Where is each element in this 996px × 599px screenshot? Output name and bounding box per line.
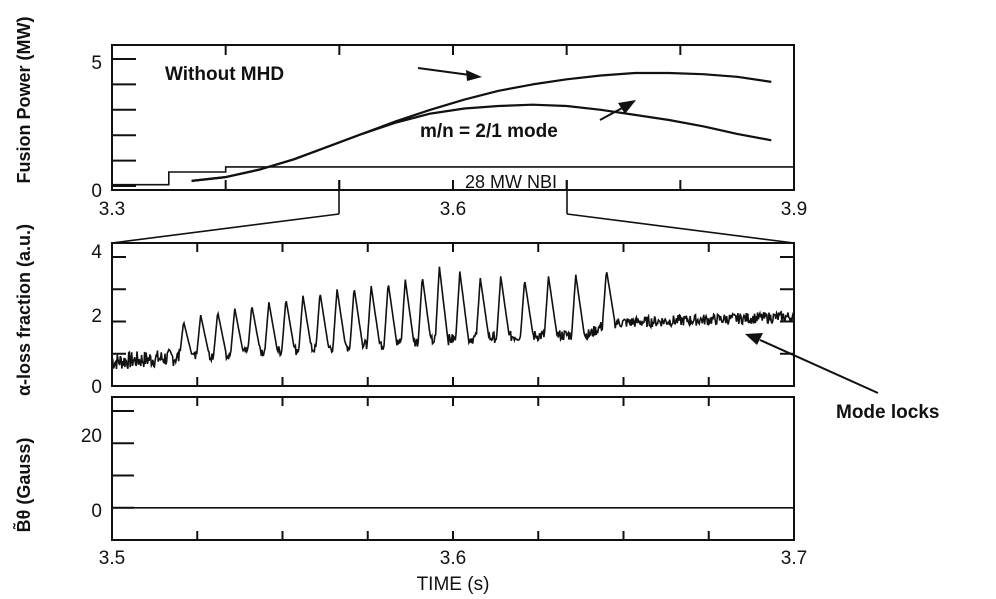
arrow-without-mhd [417,67,482,81]
p3-xtick-3.7: 3.7 [781,548,807,569]
p1-xtick-3.9: 3.9 [781,199,807,220]
p1-ytick-0: 0 [91,181,102,202]
annotation-28mw-nbi: 28 MW NBI [465,172,557,192]
p2-ylabel: α-loss fraction (a.u.) [14,224,34,396]
p3-xtick-3.5: 3.5 [99,548,125,569]
p3-xtick-3.6: 3.6 [440,548,466,569]
arrow-mode-locks [745,333,879,394]
p1-xtick-3.6: 3.6 [440,199,466,220]
p1-ytick-5: 5 [91,53,102,74]
p2-ytick-0: 0 [91,377,102,398]
annotation-without-mhd: Without MHD [165,64,284,85]
series-2-1-mode [191,103,772,182]
x-axis-label: TIME (s) [417,574,490,595]
annotation-2-1-mode: m/n = 2/1 mode [420,121,558,142]
p3-ytick-0: 0 [91,501,102,522]
series-28mw-nbi [112,166,794,186]
p1-xtick-3.3: 3.3 [99,199,125,220]
panel3-frame [111,396,795,541]
p3-ytick-20: 20 [81,426,102,447]
tick-marks [111,45,795,541]
annotation-mode-locks: Mode locks [836,402,939,423]
p3-ylabel: B̃θ (Gauss) [12,438,34,533]
p2-ytick-4: 4 [91,242,102,263]
panel2-frame [111,242,795,387]
p2-ytick-2: 2 [91,306,102,327]
series-alpha-loss [111,266,795,370]
p1-ylabel: Fusion Power (MW) [14,17,34,184]
zoom-connector [111,180,795,244]
arrow-2-1-mode [599,100,636,121]
